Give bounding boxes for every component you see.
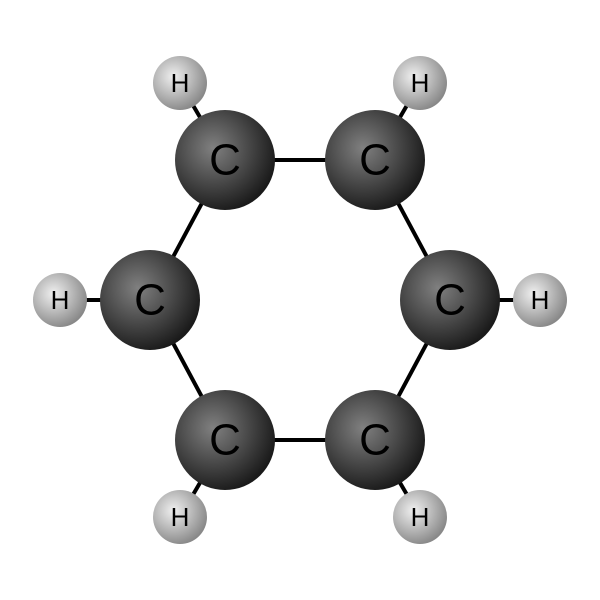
carbon-atom: C: [175, 390, 275, 490]
hydrogen-atom: H: [33, 273, 87, 327]
atom-label: H: [171, 68, 190, 98]
atom-label: C: [209, 136, 241, 185]
hydrogen-atom: H: [153, 56, 207, 110]
hydrogen-atom: H: [393, 490, 447, 544]
carbon-atom: C: [325, 390, 425, 490]
carbon-atom: C: [400, 250, 500, 350]
atom-label: H: [51, 285, 70, 315]
atom-label: C: [359, 136, 391, 185]
carbon-atom: C: [100, 250, 200, 350]
carbon-atom: C: [175, 110, 275, 210]
atom-label: C: [209, 416, 241, 465]
carbon-atom: C: [325, 110, 425, 210]
atom-label: H: [531, 285, 550, 315]
hydrogen-atom: H: [153, 490, 207, 544]
atom-label: C: [434, 276, 466, 325]
atom-label: C: [134, 276, 166, 325]
atoms-layer: C C C C C C H H H H H H: [33, 56, 567, 544]
hydrogen-atom: H: [513, 273, 567, 327]
atom-label: H: [171, 502, 190, 532]
hydrogen-atom: H: [393, 56, 447, 110]
atom-label: H: [411, 502, 430, 532]
atom-label: C: [359, 416, 391, 465]
atom-label: H: [411, 68, 430, 98]
benzene-molecule-diagram: C C C C C C H H H H H H: [0, 0, 600, 600]
